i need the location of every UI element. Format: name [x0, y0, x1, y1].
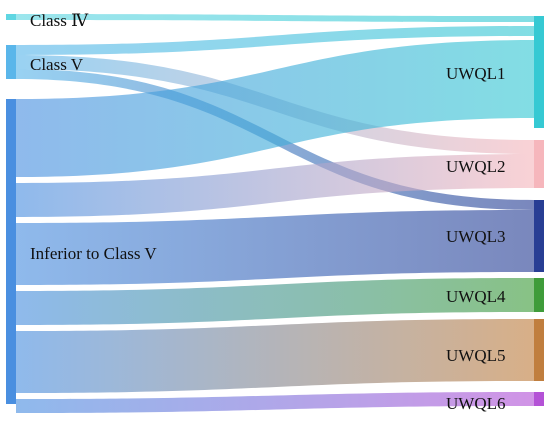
source-node-c5 [6, 45, 16, 79]
node-label-u3: UWQL3 [446, 227, 505, 246]
target-node-u4 [534, 278, 544, 312]
link-inf-to-u5 [16, 319, 534, 393]
target-node-u3 [534, 200, 544, 272]
link-inf-to-u4 [16, 278, 534, 325]
node-label-inf: Inferior to Class V [30, 244, 157, 263]
node-label-u4: UWQL4 [446, 287, 506, 306]
link-inf-to-u2 [16, 154, 534, 217]
nodes-layer [6, 14, 544, 406]
links-layer [16, 14, 534, 413]
node-label-u2: UWQL2 [446, 157, 505, 176]
node-label-c4: Class Ⅳ [30, 11, 89, 30]
target-node-u5 [534, 319, 544, 381]
link-inf-to-u3 [16, 210, 534, 285]
target-node-u2 [534, 140, 544, 188]
node-label-u1: UWQL1 [446, 64, 505, 83]
link-inf-to-u1 [16, 40, 534, 177]
link-inf-to-u6 [16, 392, 534, 413]
link-c5-to-u1 [16, 26, 534, 55]
target-node-u1 [534, 16, 544, 128]
source-node-inf [6, 99, 16, 404]
node-label-u5: UWQL5 [446, 346, 505, 365]
source-node-c4 [6, 14, 16, 20]
link-c4-to-u1 [16, 14, 534, 22]
node-label-u6: UWQL6 [446, 394, 505, 413]
target-node-u6 [534, 392, 544, 406]
node-label-c5: Class V [30, 55, 84, 74]
labels-layer: Class Ⅳ Class V Inferior to Class V UWQL1 UW… [30, 11, 506, 413]
